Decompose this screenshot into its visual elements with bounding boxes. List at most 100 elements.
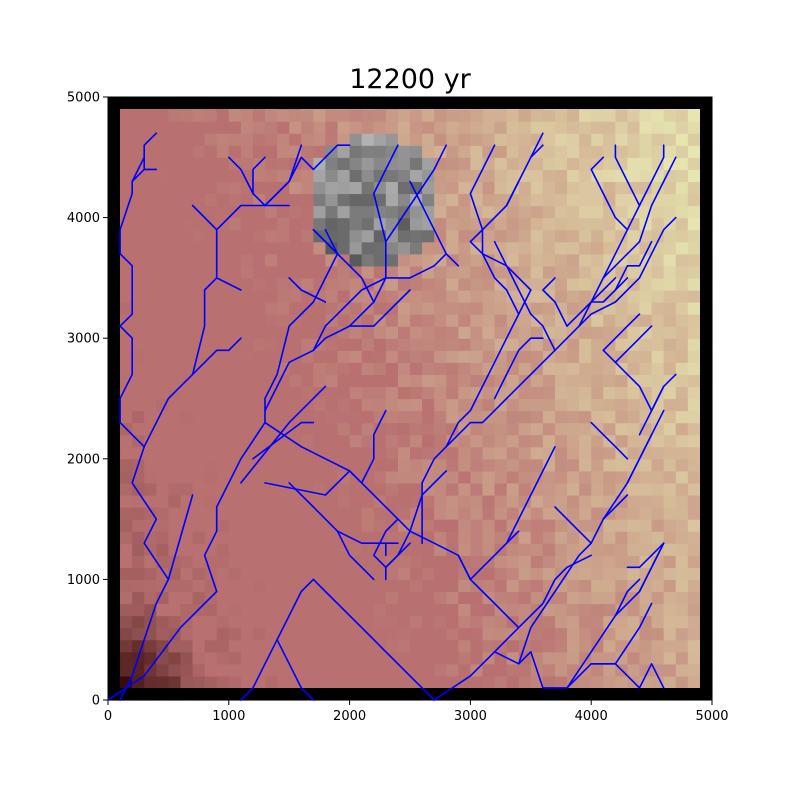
terrain-cell	[687, 446, 701, 460]
terrain-cell	[639, 591, 653, 605]
terrain-cell	[277, 507, 290, 520]
channel-path	[131, 337, 242, 581]
terrain-cell	[639, 241, 653, 255]
terrain-cell	[240, 531, 254, 544]
terrain-cell	[494, 338, 508, 351]
terrain-cell	[132, 181, 145, 195]
terrain-cell	[687, 109, 701, 122]
terrain-cell	[591, 277, 604, 291]
terrain-cell	[627, 145, 641, 158]
terrain-cell	[361, 338, 375, 351]
terrain-cell	[373, 410, 387, 424]
boundary-left	[108, 97, 120, 700]
terrain-cell	[301, 109, 314, 122]
terrain-cell	[687, 675, 701, 689]
terrain-cell	[675, 289, 689, 303]
terrain-cell	[651, 507, 665, 520]
terrain-cell	[337, 277, 351, 291]
terrain-cell	[542, 651, 556, 665]
terrain-cell	[265, 121, 278, 134]
terrain-cell	[240, 422, 254, 436]
terrain-cell	[228, 446, 242, 460]
terrain-cell	[410, 338, 423, 351]
terrain-cell	[156, 277, 169, 291]
terrain-cell	[240, 458, 254, 472]
terrain-cell	[542, 579, 556, 593]
terrain-cell	[506, 229, 520, 243]
terrain-cell	[228, 241, 242, 255]
terrain-cell	[168, 639, 182, 653]
terrain-cell	[422, 410, 435, 424]
channel-path	[421, 264, 617, 545]
terrain-cell	[603, 362, 616, 375]
terrain-cell	[434, 422, 447, 436]
terrain-cell	[252, 470, 266, 484]
terrain-cell	[446, 241, 459, 255]
terrain-cell	[554, 675, 568, 689]
terrain-cell	[470, 434, 484, 448]
terrain-cell	[265, 169, 278, 183]
terrain-cell	[180, 277, 194, 291]
terrain-cell	[482, 181, 496, 195]
terrain-cell	[349, 482, 363, 496]
terrain-cell	[458, 302, 471, 315]
terrain-cell	[446, 181, 459, 195]
terrain-cell	[542, 675, 556, 689]
terrain-cell	[156, 229, 169, 243]
terrain-cell	[337, 434, 351, 448]
terrain-cell	[615, 434, 629, 448]
terrain-cell	[216, 470, 230, 484]
terrain-cell	[446, 109, 459, 122]
terrain-cell	[216, 169, 230, 183]
terrain-cell	[567, 157, 580, 170]
channel-path	[626, 409, 665, 484]
terrain-cell	[277, 362, 290, 375]
terrain-cell	[228, 458, 242, 472]
terrain-cell	[252, 639, 266, 653]
terrain-cell	[240, 579, 254, 593]
terrain-cell	[192, 494, 206, 508]
terrain-cell	[301, 543, 314, 556]
terrain-cell	[204, 133, 218, 146]
terrain-cell	[470, 253, 484, 267]
terrain-cell	[470, 157, 484, 170]
terrain-cell	[373, 615, 387, 629]
terrain-cell	[289, 663, 302, 677]
terrain-cell	[422, 639, 435, 653]
terrain-cell	[204, 458, 218, 472]
terrain-cell	[289, 326, 302, 339]
terrain-cell	[228, 181, 242, 195]
terrain-cell	[458, 253, 471, 267]
terrain-cell	[120, 350, 133, 363]
terrain-cell	[422, 470, 435, 484]
terrain-cell	[663, 265, 677, 279]
terrain-cell	[651, 627, 665, 641]
terrain-cell	[120, 482, 133, 496]
terrain-cell	[337, 193, 351, 207]
terrain-cell	[579, 265, 592, 279]
terrain-cell	[397, 145, 411, 158]
terrain-cell	[397, 398, 411, 412]
terrain-cell	[410, 253, 423, 267]
terrain-cell	[470, 675, 484, 689]
terrain-cell	[289, 133, 302, 146]
terrain-cell	[554, 109, 568, 122]
terrain-cell	[687, 350, 701, 363]
terrain-cell	[579, 627, 592, 641]
terrain-cell	[627, 217, 641, 231]
terrain-cell	[301, 591, 314, 605]
terrain-cell	[156, 398, 169, 412]
terrain-cell	[325, 362, 339, 375]
terrain-cell	[675, 603, 689, 617]
terrain-cell	[506, 157, 520, 170]
terrain-cell	[639, 458, 653, 472]
terrain-cell	[277, 386, 290, 400]
terrain-cell	[579, 121, 592, 134]
terrain-cell	[687, 482, 701, 496]
terrain-cell	[567, 651, 580, 665]
terrain-cell	[277, 458, 290, 472]
terrain-cell	[530, 627, 544, 641]
terrain-cell	[265, 675, 278, 689]
terrain-cell	[494, 458, 508, 472]
terrain-cell	[615, 109, 629, 122]
